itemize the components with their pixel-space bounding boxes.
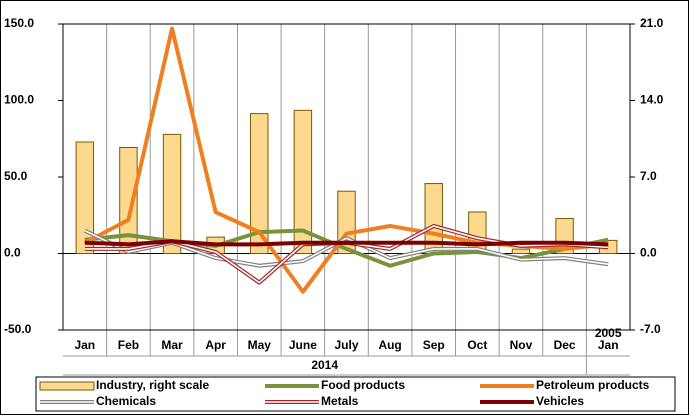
plot-border [62,23,631,331]
y-tick-label: -50.0 [4,322,32,336]
y2-tick-label: 7.0 [640,169,657,183]
y-tick-label: 0.0 [4,246,21,260]
y2-tick-label: 0.0 [640,246,657,260]
legend-label: Chemicals [96,394,156,408]
y2-tick-label: -7.0 [640,322,661,336]
x-tick-label: Jan [74,338,95,352]
x-tick-label: Nov [510,338,533,352]
line [84,239,609,247]
x-tick-label: Aug [378,338,401,352]
x-tick-label: Feb [118,338,139,352]
x-tick-label: June [289,338,317,352]
x-tick-label: Dec [554,338,576,352]
x-tick-label: Apr [205,338,226,352]
x-group-label: 2005 [595,326,622,340]
y2-tick-label: 14.0 [640,93,664,107]
y2-tick-label: 21.0 [640,16,664,30]
y-tick-label: 100.0 [4,93,34,107]
legend-label: Petroleum products [536,378,650,392]
bar [293,109,313,255]
legend-label: Vehicles [536,394,584,408]
bar [511,248,531,254]
legend-swatch [39,381,95,391]
legend-box [35,376,676,412]
bar [250,113,269,254]
y-tick-label: 150.0 [4,16,34,30]
x-tick-label: Mar [161,338,183,352]
bar [162,133,182,254]
legend-label: Food products [321,378,405,392]
x-tick-label: Jan [598,338,619,352]
x-group-label: 2014 [311,358,338,372]
legend-label: Industry, right scale [96,378,209,392]
x-tick-label: July [334,338,358,352]
bar [75,141,95,254]
legend-label: Metals [321,394,359,408]
y-tick-label: 50.0 [4,169,28,183]
x-tick-label: Oct [467,338,487,352]
x-tick-label: May [248,338,272,352]
x-tick-label: Sep [423,338,445,352]
